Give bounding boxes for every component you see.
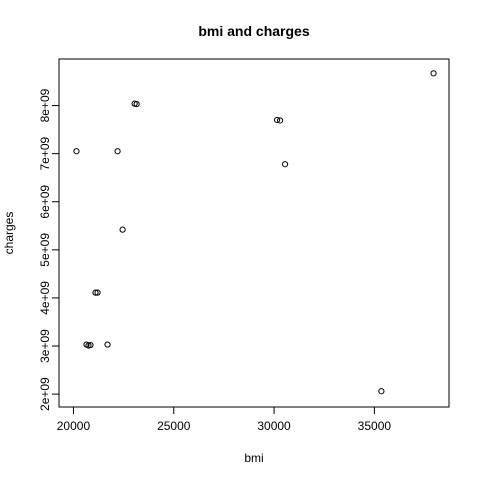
data-point (281, 161, 289, 168)
data-point (119, 226, 126, 233)
y-tick-label: 8e+09 (38, 88, 52, 122)
y-tick-label: 2e+09 (38, 377, 52, 411)
x-tick-label: 20000 (57, 419, 91, 433)
y-axis: 2e+09 3e+09 4e+09 5e+09 6e+09 7e+09 8e+09 (38, 88, 60, 411)
y-tick-label: 4e+09 (38, 281, 52, 315)
y-axis-label: charges (2, 212, 16, 255)
x-axis: 20000 25000 30000 35000 (57, 406, 392, 433)
y-tick-label: 6e+09 (38, 185, 52, 219)
data-point (87, 341, 94, 349)
y-tick-label: 3e+09 (38, 329, 52, 363)
data-point (94, 289, 101, 296)
data-point (276, 117, 284, 124)
y-tick-label: 7e+09 (38, 136, 52, 170)
y-tick-label: 5e+09 (38, 233, 52, 267)
x-tick-label: 30000 (257, 419, 291, 433)
data-point (104, 341, 111, 348)
data-point (430, 70, 437, 77)
data-point (92, 289, 99, 296)
data-point (73, 148, 80, 155)
x-axis-label: bmi (244, 451, 263, 465)
plot-frame (58, 58, 450, 408)
x-tick-label: 35000 (358, 419, 392, 433)
data-point (378, 388, 385, 395)
data-point (114, 148, 121, 155)
data-point (133, 101, 140, 108)
data-points (73, 70, 437, 395)
x-tick-label: 25000 (157, 419, 191, 433)
data-point (273, 116, 281, 124)
chart-title: bmi and charges (198, 23, 309, 39)
